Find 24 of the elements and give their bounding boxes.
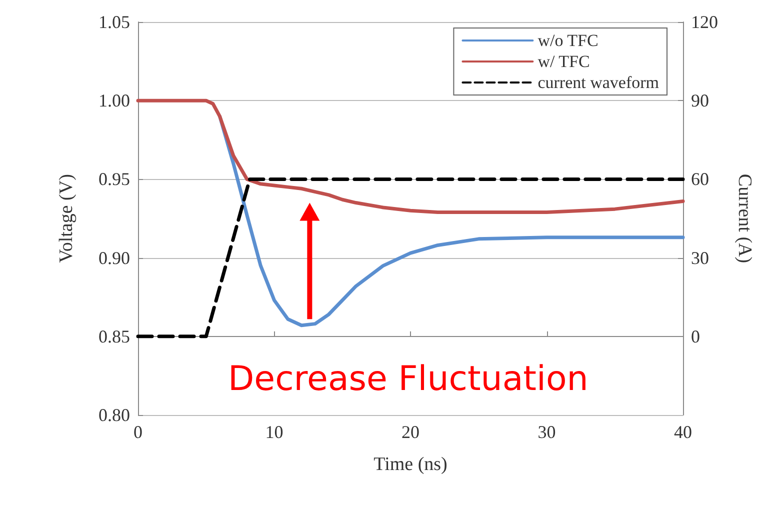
legend-label: w/ TFC — [538, 52, 590, 71]
y2-axis-title: Current (A) — [734, 174, 755, 264]
y2-tick-label: 120 — [691, 12, 718, 32]
y2-tick-label: 30 — [691, 248, 709, 268]
x-tick-label: 10 — [265, 422, 284, 442]
y-tick-label: 1.00 — [98, 90, 130, 111]
annotation: Decrease Fluctuation — [228, 359, 588, 399]
x-tick-label: 20 — [402, 422, 420, 442]
y2-tick-label: 60 — [691, 169, 709, 190]
y-tick-label: 0.90 — [98, 248, 130, 268]
y-tick-label: 0.95 — [98, 169, 130, 190]
y-tick-label: 0.80 — [98, 405, 130, 425]
x-tick-label: 40 — [674, 422, 692, 442]
y2-tick-label: 0 — [691, 326, 700, 346]
x-tick-label: 0 — [134, 422, 142, 442]
line-series — [136, 98, 685, 214]
legend-label: w/o TFC — [538, 31, 598, 50]
y-tick-label: 1.05 — [98, 12, 130, 32]
y-tick-label: 0.85 — [98, 326, 130, 346]
legend-label: current waveform — [538, 73, 660, 92]
y2-tick-label: 90 — [691, 90, 709, 111]
y-axis-title: Voltage (V) — [56, 174, 77, 263]
x-tick-label: 30 — [538, 422, 556, 442]
x-axis-title: Time (ns) — [374, 454, 448, 475]
